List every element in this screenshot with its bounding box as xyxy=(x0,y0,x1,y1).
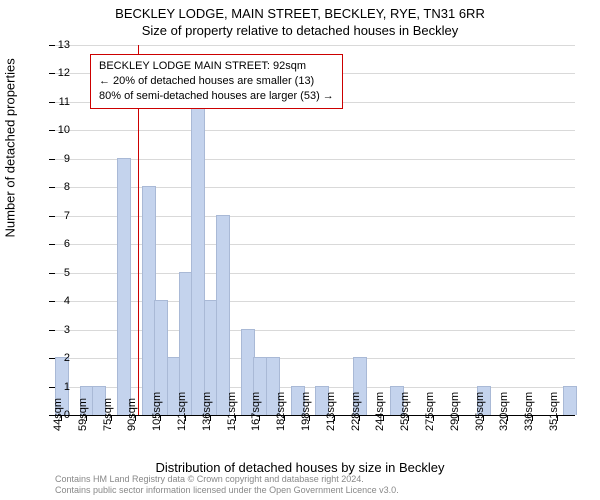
histogram-bar xyxy=(216,215,230,415)
x-axis-title: Distribution of detached houses by size … xyxy=(0,460,600,475)
info-line-1: BECKLEY LODGE MAIN STREET: 92sqm xyxy=(99,59,334,74)
grid-line xyxy=(55,216,575,217)
y-axis-title: Number of detached properties xyxy=(3,58,18,237)
grid-line xyxy=(55,358,575,359)
y-tick-label: 4 xyxy=(50,295,70,307)
chart-title-line2: Size of property relative to detached ho… xyxy=(0,23,600,38)
grid-line xyxy=(55,130,575,131)
marker-info-box: BECKLEY LODGE MAIN STREET: 92sqm ← 20% o… xyxy=(90,54,343,109)
grid-line xyxy=(55,301,575,302)
chart-container: BECKLEY LODGE, MAIN STREET, BECKLEY, RYE… xyxy=(0,0,600,500)
y-tick-label: 6 xyxy=(50,238,70,250)
grid-line xyxy=(55,45,575,46)
y-tick-label: 8 xyxy=(50,181,70,193)
histogram-bar xyxy=(563,386,577,415)
y-tick-label: 1 xyxy=(50,381,70,393)
chart-title-line1: BECKLEY LODGE, MAIN STREET, BECKLEY, RYE… xyxy=(0,6,600,21)
y-tick-label: 13 xyxy=(50,39,70,51)
y-tick-label: 12 xyxy=(50,67,70,79)
y-tick-label: 5 xyxy=(50,267,70,279)
y-tick-label: 3 xyxy=(50,324,70,336)
grid-line xyxy=(55,330,575,331)
info-line-2: ← 20% of detached houses are smaller (13… xyxy=(99,74,334,89)
histogram-bar xyxy=(117,158,131,415)
grid-line xyxy=(55,244,575,245)
grid-line xyxy=(55,187,575,188)
y-tick-label: 7 xyxy=(50,210,70,222)
footer-attribution: Contains HM Land Registry data © Crown c… xyxy=(55,474,399,496)
info-line-3: 80% of semi-detached houses are larger (… xyxy=(99,89,334,104)
grid-line xyxy=(55,273,575,274)
footer-line-1: Contains HM Land Registry data © Crown c… xyxy=(55,474,399,485)
footer-line-2: Contains public sector information licen… xyxy=(55,485,399,496)
y-tick-label: 9 xyxy=(50,153,70,165)
y-tick-label: 10 xyxy=(50,124,70,136)
y-tick-label: 2 xyxy=(50,352,70,364)
y-tick-label: 11 xyxy=(50,96,70,108)
grid-line xyxy=(55,159,575,160)
